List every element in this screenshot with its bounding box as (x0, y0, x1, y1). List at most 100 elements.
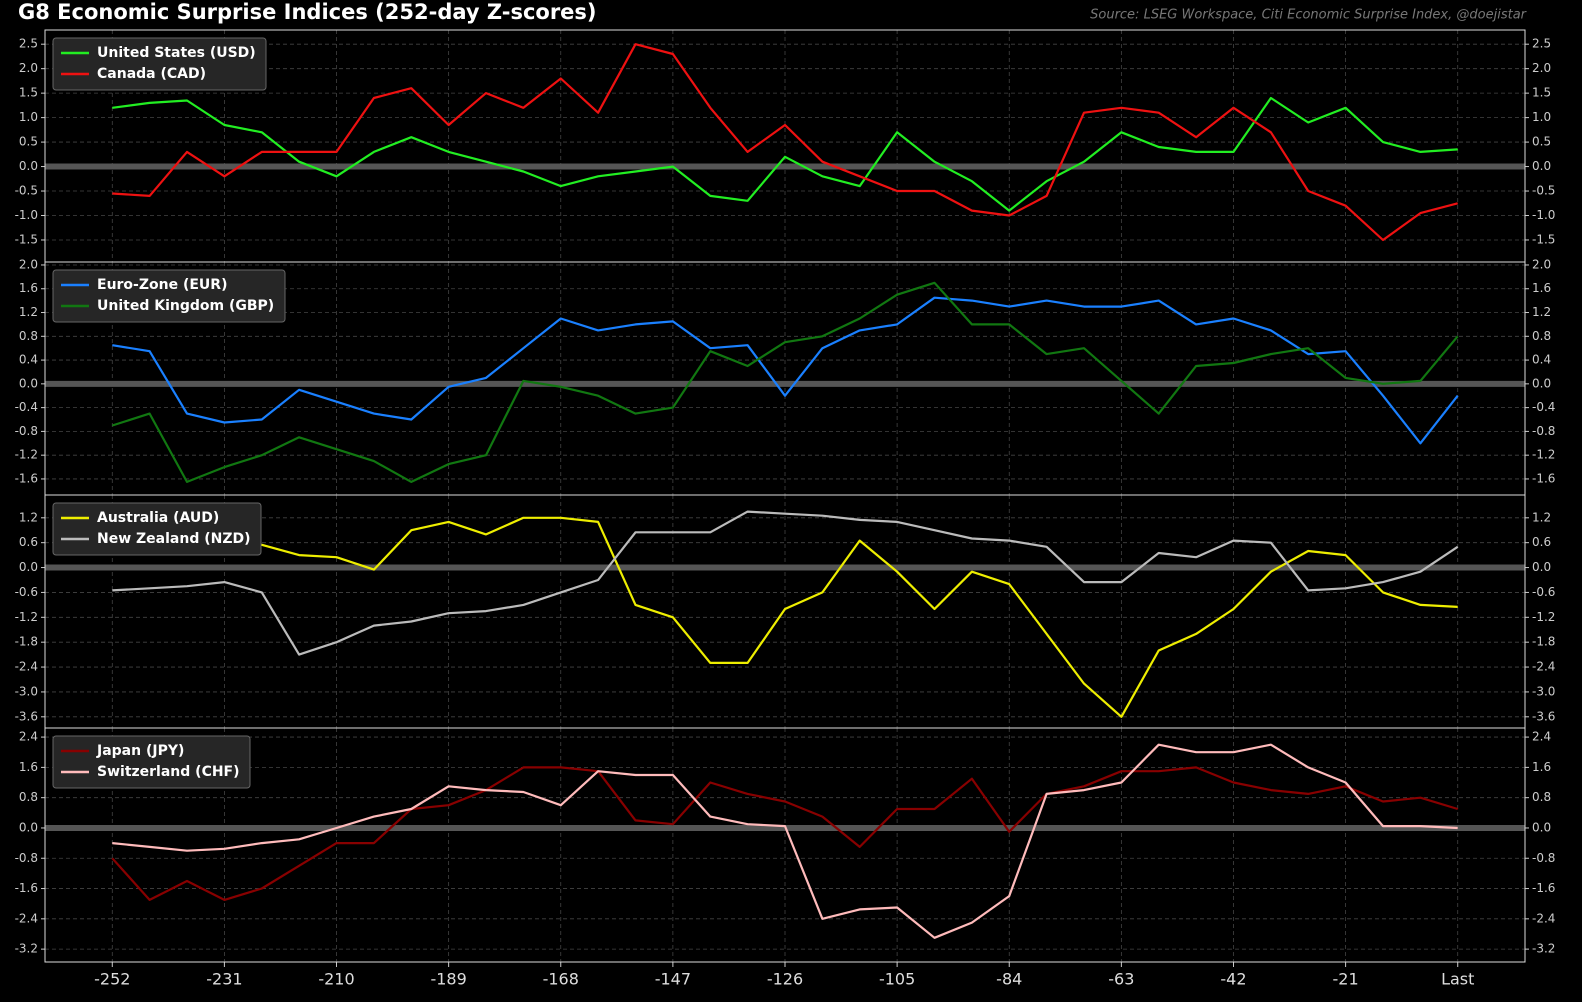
x-tick-label: -210 (318, 970, 354, 989)
y2-tick-label: -3.2 (1532, 942, 1555, 956)
series-line (112, 516, 1458, 718)
y-tick-label: -2.4 (15, 660, 38, 674)
y-tick-label: -1.0 (15, 208, 38, 222)
chart-title: G8 Economic Surprise Indices (252-day Z-… (18, 0, 597, 24)
y2-tick-label: -1.2 (1532, 448, 1555, 462)
legend-label: United States (USD) (97, 45, 256, 61)
legend-label: New Zealand (NZD) (97, 531, 251, 547)
y2-tick-label: -3.6 (1532, 709, 1555, 723)
series-line (111, 766, 1459, 901)
y-tick-label: 0.0 (19, 820, 38, 834)
y2-tick-label: -2.4 (1532, 660, 1555, 674)
y-tick-label: -0.5 (15, 184, 38, 198)
y2-tick-label: 1.5 (1532, 86, 1551, 100)
y2-tick-label: -2.4 (1532, 911, 1555, 925)
y2-tick-label: 1.2 (1532, 305, 1551, 319)
x-tick-label: -42 (1220, 970, 1246, 989)
series-line (112, 510, 1459, 656)
y-tick-label: 1.6 (19, 760, 38, 774)
y-tick-label: -0.8 (15, 851, 38, 865)
y2-tick-label: -0.8 (1532, 424, 1555, 438)
y-tick-label: -1.8 (15, 635, 38, 649)
y-tick-label: 1.2 (19, 510, 38, 524)
y2-tick-label: -1.8 (1532, 635, 1555, 649)
legend-label: Australia (AUD) (97, 510, 219, 526)
series-line (112, 743, 1458, 939)
y2-tick-label: 0.8 (1532, 329, 1551, 343)
y-tick-label: -0.6 (15, 585, 38, 599)
y-tick-label: 1.0 (19, 110, 38, 124)
y2-tick-label: -1.5 (1532, 232, 1555, 246)
y2-tick-label: 0.0 (1532, 159, 1551, 173)
y-tick-label: 0.6 (19, 535, 38, 549)
y2-tick-label: -1.2 (1532, 610, 1555, 624)
source-note: Source: LSEG Workspace, Citi Economic Su… (1090, 8, 1528, 23)
y-tick-label: -2.4 (15, 911, 38, 925)
y-tick-label: -1.6 (15, 881, 38, 895)
y-tick-label: 0.0 (19, 560, 38, 574)
y-tick-label: 0.8 (19, 329, 38, 343)
y-tick-label: -3.6 (15, 709, 38, 723)
legend-label: Switzerland (CHF) (97, 764, 240, 780)
y2-tick-label: -0.4 (1532, 400, 1555, 414)
y2-tick-label: 1.6 (1532, 760, 1551, 774)
legend-box (52, 37, 267, 91)
y-tick-label: -1.6 (15, 471, 38, 485)
x-tick-label: Last (1441, 970, 1474, 989)
y2-tick-label: -3.0 (1532, 684, 1555, 698)
legend-box (52, 502, 262, 556)
y2-tick-label: 1.0 (1532, 110, 1551, 124)
x-tick-label: -168 (543, 970, 579, 989)
legend-label: Euro-Zone (EUR) (97, 277, 227, 293)
legend-box (52, 735, 251, 789)
y-tick-label: 0.0 (19, 159, 38, 173)
y-tick-label: 1.2 (19, 305, 38, 319)
x-tick-label: -231 (206, 970, 242, 989)
legend-box (52, 269, 286, 323)
x-tick-label: -126 (767, 970, 803, 989)
y2-tick-label: 0.5 (1532, 135, 1551, 149)
y-tick-label: -3.2 (15, 942, 38, 956)
y2-tick-label: 0.6 (1532, 535, 1551, 549)
y2-tick-label: 0.8 (1532, 790, 1551, 804)
y2-tick-label: -1.0 (1532, 208, 1555, 222)
y-tick-label: -1.2 (15, 448, 38, 462)
y-tick-label: 2.4 (19, 730, 38, 744)
y2-tick-label: 0.4 (1532, 353, 1551, 367)
y2-tick-label: -0.5 (1532, 184, 1555, 198)
panel: -3.2 -3.2 -2.4 -2.4 -1.6 -1.6 -0.8 -0.8 0.0 0.0 0.… (15, 727, 1555, 989)
legend-label: Japan (JPY) (96, 743, 184, 759)
y-tick-label: -1.5 (15, 232, 38, 246)
y2-tick-label: 0.0 (1532, 560, 1551, 574)
y2-tick-label: 1.2 (1532, 510, 1551, 524)
panel: -1.5 -1.5 -1.0 -1.0 -0.5 -0.5 0.0 0.0 0.5 0.5 1.0 1… (15, 29, 1555, 263)
y-tick-label: 1.5 (19, 86, 38, 100)
series-line (112, 296, 1459, 445)
x-tick-label: -252 (94, 970, 130, 989)
panel: -1.6 -1.6 -1.2 -1.2 -0.8 -0.8 -0.4 -0.4 0.0 0.0 0.… (15, 257, 1555, 496)
y2-tick-label: 2.5 (1532, 37, 1551, 51)
y-tick-label: 2.0 (19, 61, 38, 75)
y2-tick-label: 0.0 (1532, 820, 1551, 834)
y-tick-label: 0.8 (19, 790, 38, 804)
y-tick-label: -1.2 (15, 610, 38, 624)
legend-label: United Kingdom (GBP) (97, 298, 274, 314)
y-tick-label: 2.0 (19, 257, 38, 271)
y2-tick-label: 2.0 (1532, 257, 1551, 271)
x-tick-label: -84 (996, 970, 1022, 989)
y-tick-label: 0.5 (19, 135, 38, 149)
x-tick-label: -63 (1108, 970, 1134, 989)
y-tick-label: -0.8 (15, 424, 38, 438)
y-tick-label: 0.4 (19, 353, 38, 367)
y-tick-label: -0.4 (15, 400, 38, 414)
legend-label: Canada (CAD) (97, 66, 206, 82)
y2-tick-label: 2.0 (1532, 61, 1551, 75)
y-tick-label: 1.6 (19, 281, 38, 295)
y2-tick-label: -1.6 (1532, 471, 1555, 485)
y2-tick-label: -0.6 (1532, 585, 1555, 599)
y-tick-label: -3.0 (15, 684, 38, 698)
y2-tick-label: 1.6 (1532, 281, 1551, 295)
